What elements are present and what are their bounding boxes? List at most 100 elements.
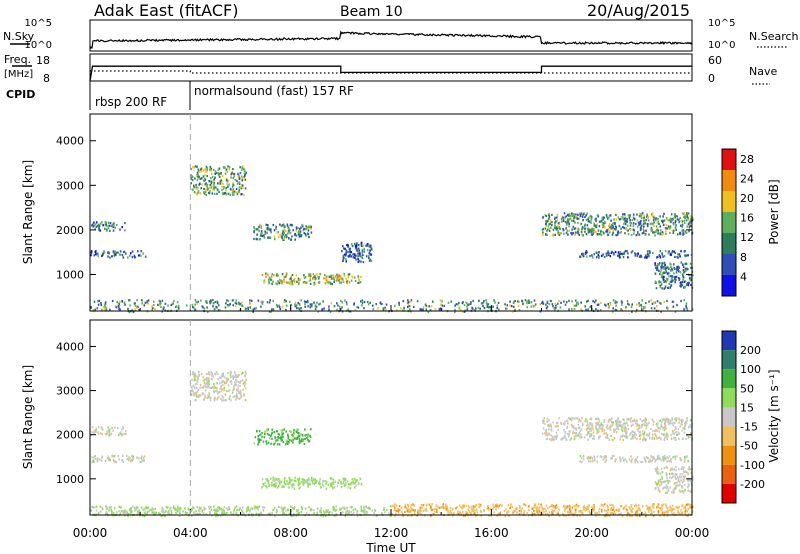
echo-cell xyxy=(688,468,691,471)
echo-cell xyxy=(367,242,369,246)
echo-cell xyxy=(493,511,496,514)
echo-cell xyxy=(388,512,390,515)
echo-cell xyxy=(653,514,655,517)
echo-cell xyxy=(687,503,689,506)
echo-cell xyxy=(579,436,581,439)
echo-cell xyxy=(453,512,455,515)
echo-cell xyxy=(579,255,581,258)
echo-cell xyxy=(196,380,199,383)
echo-cell xyxy=(208,392,210,395)
echo-cell xyxy=(239,171,242,175)
echo-cell xyxy=(310,231,313,234)
echo-cell xyxy=(612,299,615,302)
echo-cell xyxy=(431,503,433,506)
echo-cell xyxy=(141,455,143,458)
echo-cell xyxy=(616,301,618,304)
echo-cell xyxy=(567,422,569,425)
echo-cell xyxy=(608,224,610,228)
echo-cell xyxy=(651,418,654,421)
echo-cell xyxy=(664,424,666,427)
echo-cell xyxy=(370,253,373,256)
echo-cell xyxy=(283,480,286,483)
echo-cell xyxy=(418,509,420,512)
echo-cell xyxy=(548,223,551,226)
echo-cell xyxy=(205,300,207,303)
echo-cell xyxy=(275,282,277,285)
echo-cell xyxy=(210,186,213,189)
echo-cell xyxy=(680,299,682,303)
echo-cell xyxy=(439,307,442,310)
echo-cell xyxy=(676,256,678,259)
echo-cell xyxy=(238,391,241,394)
echo-cell xyxy=(304,281,307,284)
echo-cell xyxy=(682,470,685,473)
echo-cell xyxy=(285,430,288,433)
echo-cell xyxy=(655,487,657,490)
echo-cell xyxy=(471,509,474,512)
echo-cell xyxy=(298,477,301,480)
echo-cell xyxy=(568,222,570,225)
echo-cell xyxy=(95,429,97,432)
echo-cell xyxy=(683,466,685,469)
nsearch-tick-bottom: 10^0 xyxy=(708,40,735,51)
echo-cell xyxy=(687,508,690,511)
echo-cell xyxy=(95,513,97,516)
echo-cell xyxy=(551,511,554,514)
beam-label: Beam 10 xyxy=(340,4,403,20)
echo-cell xyxy=(296,509,298,512)
echo-cell xyxy=(645,504,648,507)
echo-cell xyxy=(661,252,663,255)
echo-cell xyxy=(394,503,396,506)
echo-cell xyxy=(579,460,581,463)
echo-cell xyxy=(530,305,533,308)
echo-cell xyxy=(673,432,675,435)
echo-cell xyxy=(472,513,475,516)
echo-cell xyxy=(155,511,157,514)
echo-cell xyxy=(611,457,613,460)
echo-cell xyxy=(93,300,96,303)
echo-cell xyxy=(398,303,400,306)
echo-cell xyxy=(635,253,637,256)
echo-cell xyxy=(650,509,653,513)
echo-cell xyxy=(646,213,648,216)
echo-cell xyxy=(622,213,624,216)
echo-cell xyxy=(232,184,234,187)
echo-cell xyxy=(241,184,244,187)
echo-cell xyxy=(338,279,340,282)
echo-cell xyxy=(656,468,659,471)
echo-cell xyxy=(552,510,554,513)
echo-cell xyxy=(350,251,353,254)
echo-cell xyxy=(637,252,639,255)
echo-cell xyxy=(485,299,487,302)
echo-cell xyxy=(309,273,312,276)
echo-cell xyxy=(209,387,212,390)
echo-cell xyxy=(558,508,560,511)
echo-cell xyxy=(230,399,232,402)
echo-cell xyxy=(578,432,581,435)
echo-cell xyxy=(313,512,315,515)
echo-cell xyxy=(610,251,613,255)
echo-cell xyxy=(654,301,656,304)
echo-cell xyxy=(122,511,125,514)
echo-cell xyxy=(328,281,331,284)
echo-cell xyxy=(347,273,350,276)
echo-cell xyxy=(192,306,195,309)
echo-cell xyxy=(229,380,232,383)
echo-cell xyxy=(332,508,335,511)
echo-cell xyxy=(665,491,667,495)
echo-cell xyxy=(223,185,225,188)
echo-cell xyxy=(671,275,673,278)
echo-cell xyxy=(197,176,200,179)
colorbar-swatch xyxy=(722,350,736,370)
echo-cell xyxy=(422,308,424,311)
echo-cell xyxy=(381,302,383,306)
echo-cell xyxy=(674,255,676,258)
echo-cell xyxy=(227,165,229,168)
echo-cell xyxy=(354,242,356,245)
echo-cell xyxy=(625,429,628,432)
echo-cell xyxy=(339,508,341,511)
echo-cell xyxy=(620,427,623,430)
echo-cell xyxy=(651,212,654,215)
echo-cell xyxy=(285,233,288,236)
